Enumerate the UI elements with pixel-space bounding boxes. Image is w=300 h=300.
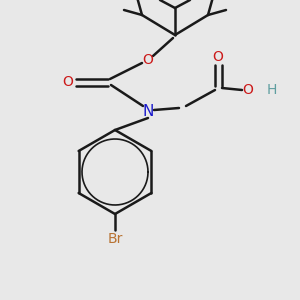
Text: O: O	[243, 83, 254, 97]
Text: Br: Br	[107, 232, 123, 246]
Text: O: O	[142, 53, 153, 67]
Text: O: O	[63, 75, 74, 89]
Text: N: N	[142, 104, 154, 119]
Text: O: O	[213, 50, 224, 64]
Text: H: H	[267, 83, 277, 97]
